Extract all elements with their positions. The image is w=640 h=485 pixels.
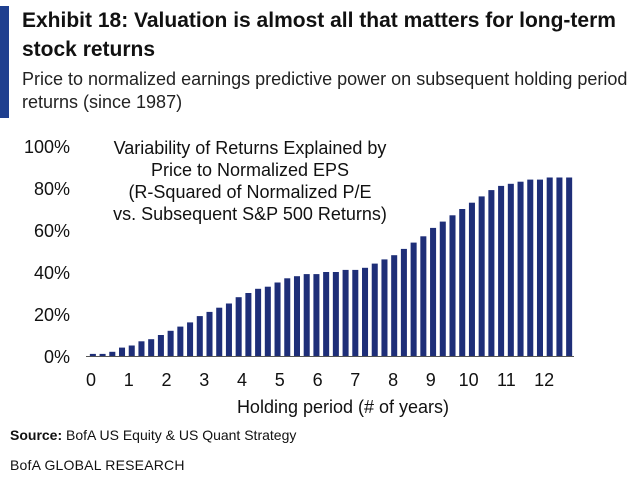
bar [566,177,573,356]
x-tick-label: 0 [86,370,96,390]
bar [517,181,524,356]
y-tick-label: 80% [34,179,70,199]
bar [313,274,320,356]
bar [187,322,194,356]
source-line: Source: BofA US Equity & US Quant Strate… [10,427,296,443]
x-tick-label: 7 [350,370,360,390]
bar [352,269,359,356]
bar [206,311,213,356]
x-tick-label: 6 [313,370,323,390]
exhibit-subtitle: Price to normalized earnings predictive … [22,69,628,112]
x-tick-label: 10 [459,370,479,390]
bar [109,351,116,356]
bar [400,248,407,356]
bar [342,269,349,356]
source-label: Source: [10,427,63,443]
bar [449,215,456,356]
bar [119,347,126,356]
bar [225,303,232,356]
bar [293,276,300,356]
accent-bar [0,6,9,118]
bar [362,267,369,356]
y-tick-label: 100% [24,137,70,157]
bar [138,341,145,356]
chart-annotation-line: Price to Normalized EPS [151,160,349,180]
bar [196,316,203,356]
chart-annotation-line: vs. Subsequent S&P 500 Returns) [113,204,387,224]
x-tick-label: 2 [161,370,171,390]
bar [99,353,106,356]
chart-annotation-line: (R-Squared of Normalized P/E [128,182,371,202]
y-tick-label: 20% [34,305,70,325]
bar [381,259,388,356]
bar [148,339,155,356]
x-tick-label: 8 [388,370,398,390]
bar [89,353,96,356]
bar [157,335,164,356]
bar [546,177,553,356]
bar [439,221,446,356]
x-tick-label: 12 [534,370,554,390]
bar [323,272,330,356]
bar [468,202,475,356]
bar [536,179,543,356]
x-tick-label: 5 [275,370,285,390]
bar [255,288,262,356]
bar [507,183,514,356]
bar [430,227,437,356]
bar [556,177,563,356]
bar [284,278,291,356]
bar [332,272,339,356]
x-tick-label: 11 [497,370,516,390]
bar [459,209,466,356]
bar [420,236,427,356]
bar [488,190,495,356]
bar [527,179,534,356]
exhibit-title: Exhibit 18: Valuation is almost all that… [22,9,616,61]
bar [167,330,174,356]
chart-annotation-line: Variability of Returns Explained by [114,138,387,158]
source-text: BofA US Equity & US Quant Strategy [66,427,297,443]
bar [274,282,281,356]
y-tick-label: 0% [44,347,70,367]
bar [478,196,485,356]
bar [371,263,378,356]
x-tick-label: 1 [124,370,134,390]
x-tick-label: 4 [237,370,247,390]
x-tick-label: 3 [199,370,209,390]
bar [235,297,242,356]
bar [216,307,223,356]
bar-chart: 0%20%40%60%80%100%0 1 2 3 4 5 6 7 8 9 10 11 12Holdin… [24,137,574,417]
y-tick-label: 40% [34,263,70,283]
x-axis-label: Holding period (# of years) [237,397,449,417]
bar [303,274,310,356]
x-tick-label: 9 [426,370,436,390]
bar [264,286,271,356]
y-tick-label: 60% [34,221,70,241]
bar [128,345,135,356]
brand-footer: BofA GLOBAL RESEARCH [10,457,185,473]
bar [177,326,184,356]
bar [391,255,398,356]
bar [498,185,505,356]
bar [245,293,252,356]
bar [410,242,417,356]
